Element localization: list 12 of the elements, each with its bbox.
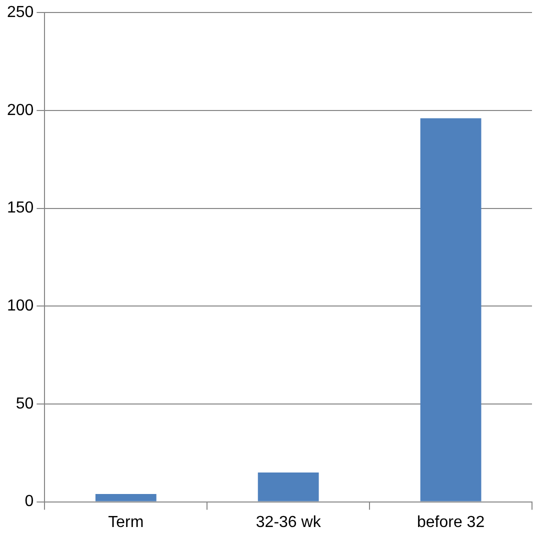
y-tick-label: 0: [24, 493, 34, 510]
bar: [420, 118, 482, 502]
bar: [95, 494, 156, 502]
x-tick-label: before 32: [416, 514, 485, 531]
y-tick-label: 150: [6, 200, 34, 217]
x-tick-label: 32-36 wk: [256, 514, 322, 531]
y-tick-label: 100: [6, 298, 34, 315]
y-tick-label: 50: [16, 395, 34, 412]
x-tick-label: Term: [108, 514, 144, 531]
bar: [258, 472, 319, 502]
y-tick-label: 200: [6, 102, 34, 119]
y-tick-label: 250: [6, 4, 34, 22]
